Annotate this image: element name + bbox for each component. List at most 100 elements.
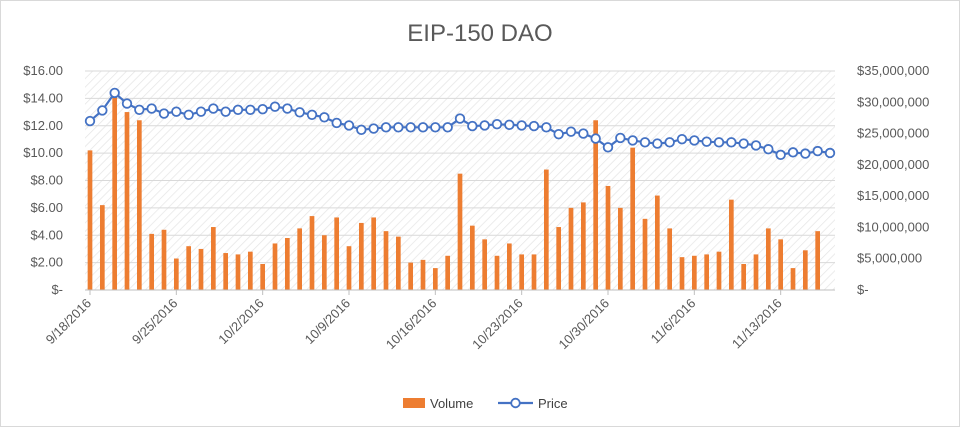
price-point [701, 136, 712, 147]
price-point [306, 109, 318, 121]
volume-bar [716, 251, 722, 290]
left-axis-tick-label: $4.00 [30, 227, 63, 242]
left-axis-tick-label: $- [51, 282, 63, 297]
left-axis-tick-label: $6.00 [30, 200, 63, 215]
volume-bar [605, 185, 611, 290]
volume-bar [593, 120, 599, 291]
volume-bar [556, 227, 562, 290]
legend-volume-label: Volume [430, 396, 473, 411]
volume-bar [284, 237, 290, 290]
price-point [171, 106, 182, 117]
left-axis-tick-label: $10.00 [23, 145, 63, 160]
price-point [442, 122, 453, 133]
left-axis-tick-label: $8.00 [30, 173, 63, 188]
volume-bar [223, 253, 229, 290]
right-axis-tick-label: $30,000,000 [857, 94, 929, 109]
price-point [282, 103, 293, 114]
volume-bar [543, 169, 549, 290]
price-point [738, 138, 749, 149]
volume-bar [235, 254, 241, 290]
volume-bar [531, 254, 537, 290]
volume-bar [395, 236, 401, 290]
price-point [208, 103, 219, 114]
volume-bar [432, 268, 438, 290]
price-point [121, 98, 133, 109]
price-point [269, 101, 281, 112]
volume-bar [321, 235, 327, 290]
price-point [553, 128, 564, 140]
price-point [664, 137, 675, 148]
volume-bar [383, 231, 389, 290]
volume-bar [741, 263, 747, 290]
price-point [639, 137, 651, 148]
price-point [689, 135, 700, 146]
price-point [590, 133, 601, 144]
price-point [565, 126, 577, 137]
x-axis-tick-label: 10/9/2016 [302, 296, 354, 348]
x-axis-tick-label: 10/16/2016 [383, 296, 440, 353]
price-point [84, 115, 96, 127]
volume-bar [494, 255, 500, 290]
price-point [134, 104, 145, 115]
volume-bar [704, 254, 710, 290]
right-axis-tick-label: $20,000,000 [857, 157, 929, 172]
price-point [393, 122, 404, 133]
volume-bar [186, 246, 192, 290]
price-point [541, 122, 552, 133]
volume-bar [617, 207, 623, 290]
volume-bar [482, 239, 488, 290]
chart-title: EIP-150 DAO [407, 20, 552, 47]
volume-bar [173, 258, 179, 290]
price-point [763, 144, 774, 155]
volume-bar [630, 147, 636, 290]
price-point [220, 106, 231, 117]
volume-bar [790, 268, 796, 290]
price-point [750, 140, 762, 151]
volume-bar [506, 243, 512, 290]
price-point [775, 149, 786, 161]
right-axis-tick-label: $25,000,000 [857, 126, 929, 141]
price-point [713, 137, 725, 148]
price-point [824, 147, 836, 159]
price-point [331, 117, 342, 129]
price-point [615, 132, 626, 144]
price-point [158, 108, 170, 119]
left-axis-tick-label: $2.00 [30, 255, 63, 270]
x-axis-tick-label: 10/23/2016 [469, 296, 526, 353]
volume-bar [580, 202, 586, 290]
price-point [467, 120, 478, 132]
x-axis-tick-label: 10/2/2016 [215, 296, 267, 348]
price-point [257, 103, 268, 115]
x-axis-tick-label: 9/18/2016 [43, 296, 95, 348]
volume-bar [679, 257, 685, 290]
volume-bar [309, 216, 315, 290]
price-point [627, 135, 638, 146]
price-point [417, 122, 429, 133]
volume-bar [260, 263, 266, 290]
price-point [454, 113, 466, 124]
price-point [800, 148, 811, 159]
price-point [294, 107, 305, 118]
volume-bar [654, 195, 660, 290]
volume-bar [346, 246, 352, 290]
volume-bar [667, 228, 673, 290]
price-point [479, 120, 490, 131]
volume-bar [802, 250, 808, 290]
volume-bar [408, 262, 414, 290]
volume-bar [457, 173, 463, 290]
volume-bar [161, 229, 167, 290]
price-point [183, 109, 194, 121]
price-point [380, 122, 392, 133]
right-axis-tick-label: $35,000,000 [857, 63, 929, 78]
price-point [245, 104, 256, 115]
volume-bar [149, 233, 155, 290]
price-point [368, 123, 379, 134]
left-axis-tick-label: $12.00 [23, 118, 63, 133]
legend-volume-swatch [403, 398, 425, 408]
price-point [787, 147, 799, 158]
price-point [97, 105, 108, 116]
volume-bar [124, 112, 130, 290]
x-axis-tick-label: 11/13/2016 [729, 296, 785, 352]
